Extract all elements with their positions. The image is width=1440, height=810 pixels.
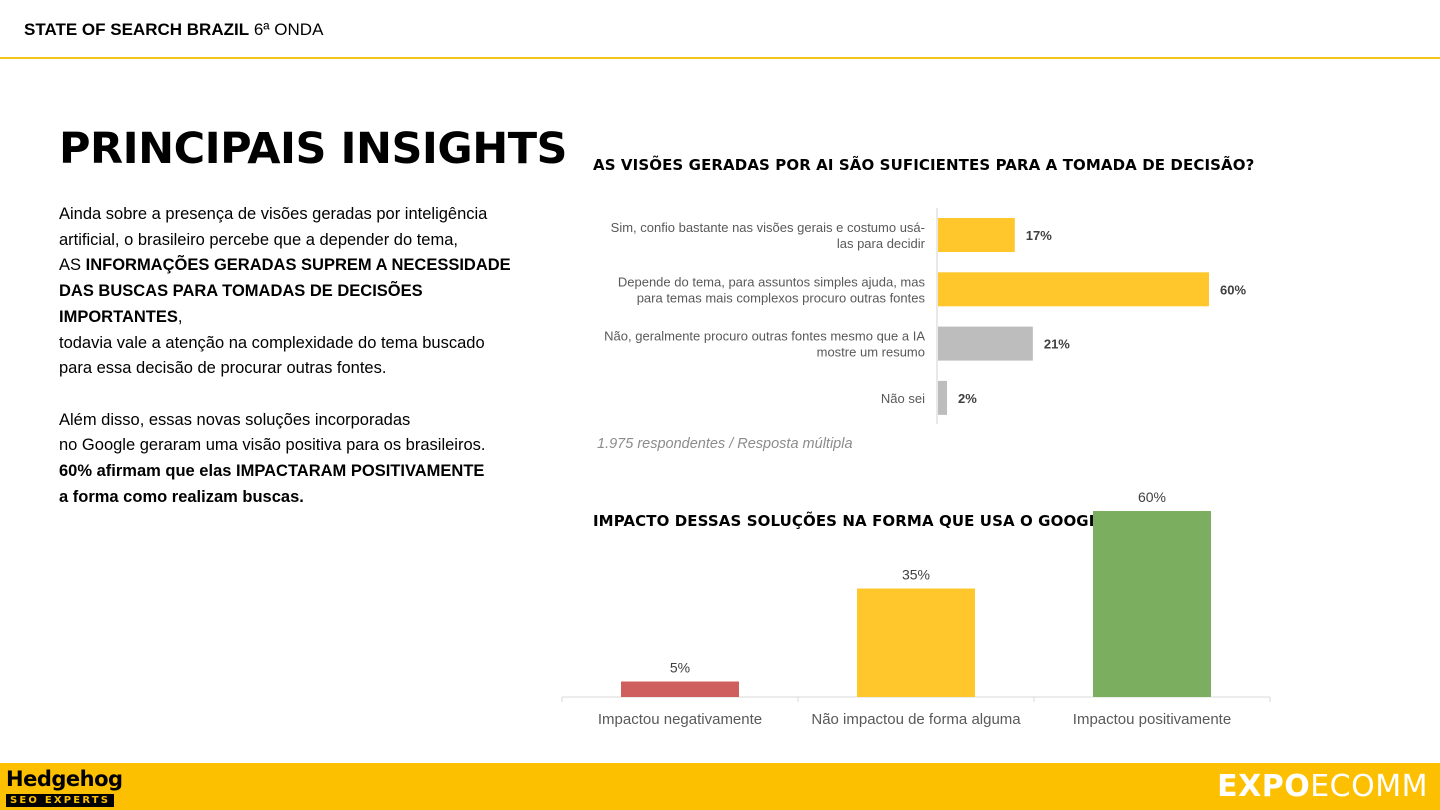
chart1-data-label: 2% [958, 391, 977, 406]
insight-line: artificial, o brasileiro percebe que a d… [59, 230, 458, 249]
charts-canvas: 17% Sim, confio bastante nas visões gerai… [561, 208, 1271, 728]
chart1-bar [938, 380, 948, 415]
expoecomm-logo-rest: ECOMM [1310, 769, 1428, 804]
header-title-rest: 6ª ONDA [253, 20, 324, 39]
chart1-category-label: Não, geralmente procuro outras fontes me… [604, 329, 925, 344]
chart1-note: 1.975 respondentes / Resposta múltipla [597, 436, 853, 452]
insight-line: DAS BUSCAS PARA TOMADAS DE DECISÕES IMPO… [59, 279, 539, 330]
chart1-bar [938, 326, 1033, 361]
insight-line: Ainda sobre a presença de visões geradas… [59, 205, 488, 223]
hedgehog-logo-name: Hedgehog [6, 767, 123, 791]
chart1-bar [938, 272, 1209, 307]
insight-line: 60% afirmam que elas IMPACTARAM POSITIVA… [59, 459, 539, 485]
insight-highlight: a forma como realizam buscas. [59, 487, 304, 506]
insight-line: todavia vale a atenção na complexidade d… [59, 333, 485, 352]
insight-text: AS [59, 256, 86, 275]
hedgehog-logo-tag: SEO EXPERTS [6, 794, 115, 807]
chart1-category-label: para temas mais complexos procuro outras… [637, 290, 926, 305]
chart2-category-label: Não impactou de forma alguma [811, 711, 1021, 728]
insight-highlight: DAS BUSCAS PARA TOMADAS DE DECISÕES IMPO… [59, 282, 423, 326]
chart1-data-label: 60% [1220, 282, 1246, 297]
chart2-bar [621, 681, 739, 697]
insight-highlight: INFORMAÇÕES GERADAS SUPREM A NECESSIDADE [85, 256, 511, 275]
insights-text: Ainda sobre a presença de visões geradas… [59, 202, 539, 510]
chart2-category-label: Impactou negativamente [598, 711, 762, 728]
hedgehog-logo: Hedgehog SEO EXPERTS [6, 769, 123, 808]
chart2-data-label: 60% [1138, 489, 1166, 505]
insight-line: AS INFORMAÇÕES GERADAS SUPREM A NECESSID… [59, 253, 539, 279]
expoecomm-logo: EXPOECOMM [1217, 769, 1428, 804]
chart1-data-label: 17% [1026, 228, 1052, 243]
chart2-data-label: 35% [902, 567, 930, 583]
chart1-category-label: las para decidir [837, 236, 926, 251]
insight-line: Além disso, essas novas soluções incorpo… [59, 410, 411, 429]
chart2-category-label: Impactou positivamente [1073, 711, 1231, 728]
page-title: PRINCIPAIS INSIGHTS [59, 124, 568, 174]
insight-text: , [177, 307, 183, 326]
chart2-data-label: 5% [670, 660, 690, 676]
insight-line: no Google geraram uma visão positiva par… [59, 436, 486, 455]
header-title: STATE OF SEARCH BRAZIL 6ª ONDA [24, 20, 323, 40]
insight-highlight: 60% afirmam que elas IMPACTARAM POSITIVA… [59, 462, 485, 481]
insight-line: para essa decisão de procurar outras fon… [59, 359, 387, 378]
chart2-bar [857, 588, 975, 697]
insight-line: a forma como realizam buscas. [59, 485, 539, 511]
chart1-bar [938, 218, 1015, 252]
chart1-title: AS VISÕES GERADAS POR AI SÃO SUFICIENTES… [593, 156, 1255, 174]
expoecomm-logo-bold: EXPO [1217, 769, 1311, 804]
page-header: STATE OF SEARCH BRAZIL 6ª ONDA [0, 0, 1440, 59]
chart1-data-label: 21% [1044, 337, 1070, 352]
chart1-category-label: Não sei [881, 391, 925, 406]
chart1-category-label: Depende do tema, para assuntos simples a… [618, 274, 926, 289]
chart1-category-label: Sim, confio bastante nas visões gerais e… [611, 220, 925, 235]
chart1-category-label: mostre um resumo [817, 345, 925, 360]
chart2-bar [1093, 511, 1211, 697]
chart2-title: IMPACTO DESSAS SOLUÇÕES NA FORMA QUE USA… [593, 512, 1109, 530]
page-footer: Hedgehog SEO EXPERTS EXPOECOMM [0, 763, 1440, 810]
header-title-bold: STATE OF SEARCH BRAZIL [24, 20, 250, 39]
